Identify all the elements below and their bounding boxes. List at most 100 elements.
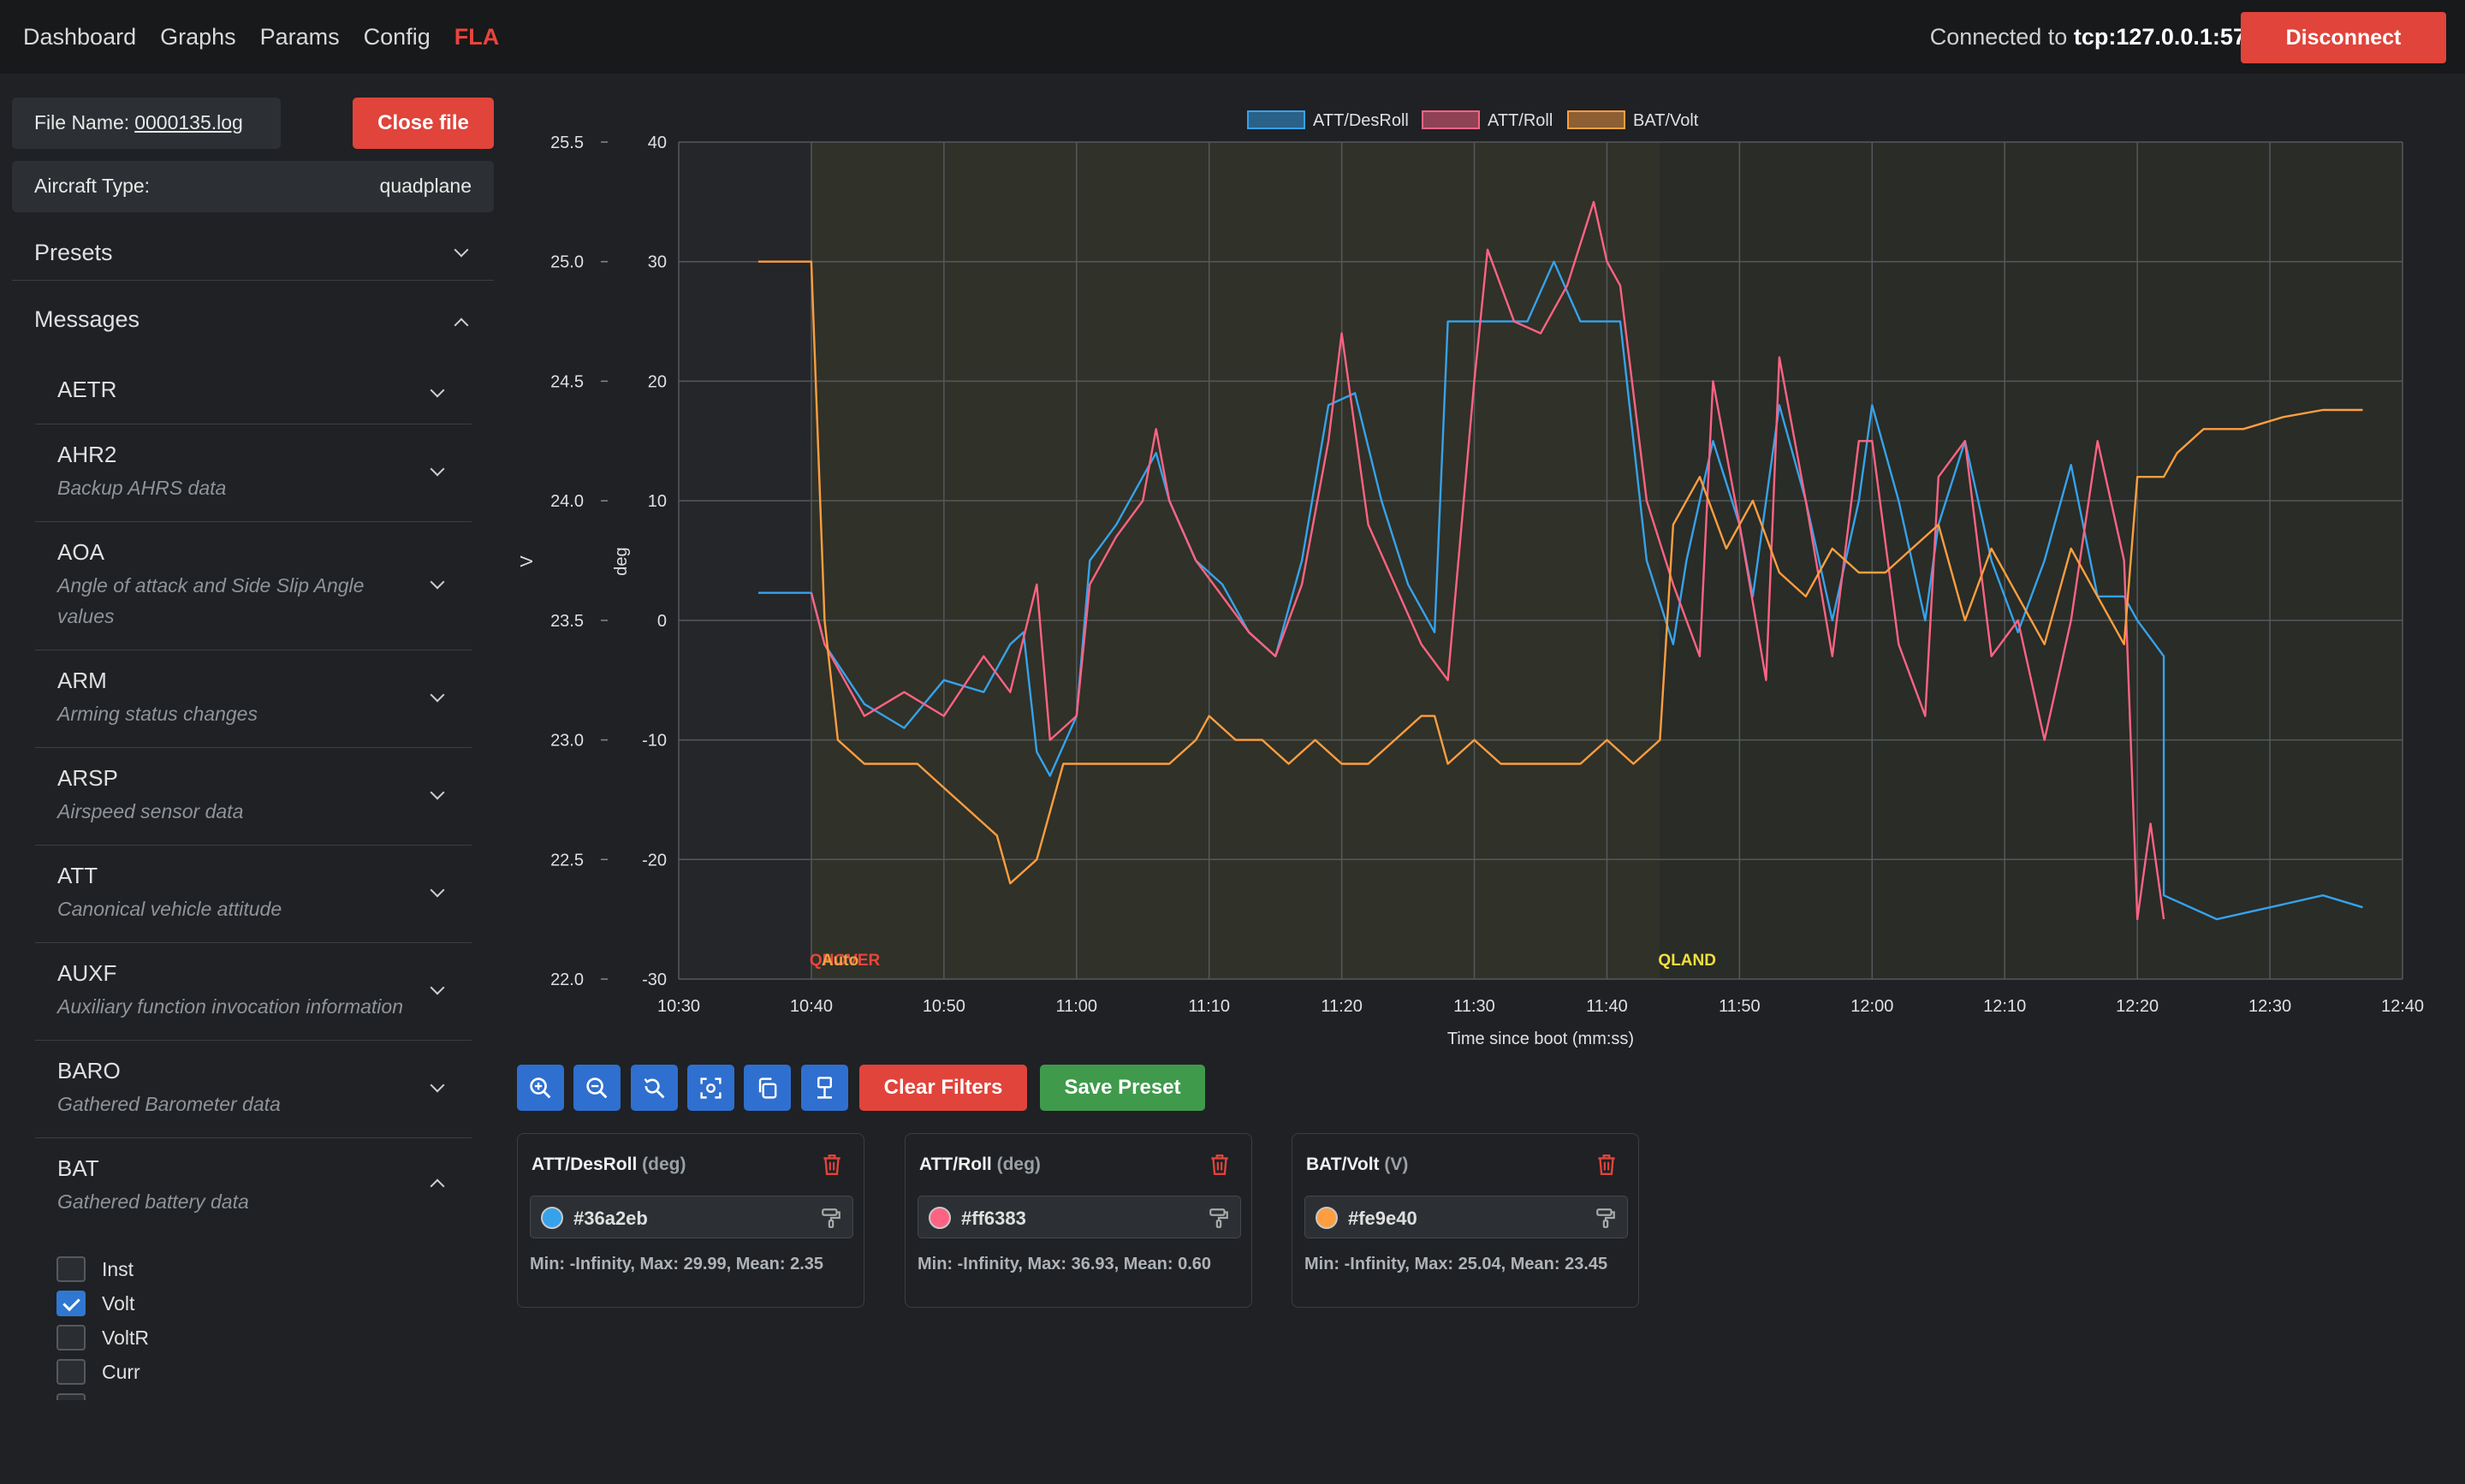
message-item-auxf[interactable]: AUXF Auxiliary function invocation infor… [35,943,472,1041]
trash-icon[interactable] [1209,1153,1231,1177]
messages-accordion[interactable]: Messages [12,293,494,349]
message-item-arsp[interactable]: ARSP Airspeed sensor data [35,748,472,846]
message-description: Angle of attack and Side Slip Angle valu… [57,574,365,627]
chevron-down-icon [430,574,445,590]
aircraft-type-box: Aircraft Type: quadplane [12,161,494,212]
message-name: AOA [57,539,104,565]
checkbox-voltr[interactable] [56,1325,86,1350]
x-tick-label: 12:30 [2248,997,2291,1016]
paint-roller-icon[interactable] [1208,1207,1230,1229]
y-tick-label-deg: 20 [648,372,667,391]
y-tick-label-v: 24.0 [550,492,584,511]
chevron-down-icon [430,1077,445,1093]
message-description: Canonical vehicle attitude [57,898,282,920]
paint-roller-icon[interactable] [1595,1207,1617,1229]
message-description: Backup AHRS data [57,477,227,499]
trash-icon[interactable] [1595,1153,1618,1177]
nav-graphs[interactable]: Graphs [160,23,236,50]
message-name: AETR [57,377,117,402]
copy-icon [758,1077,777,1099]
x-tick-label: 11:40 [1586,997,1628,1016]
y-tick-label-v: 22.0 [550,971,584,989]
legend-label: BAT/Volt [1633,111,1699,130]
series-name: ATT/DesRoll [532,1155,638,1174]
y-tick-label-v: 23.0 [550,732,584,751]
legend-label: ATT/DesRoll [1313,111,1409,130]
x-tick-label: 11:10 [1188,997,1230,1016]
series-line-att-desroll [758,260,2363,921]
reset-zoom-button[interactable] [631,1065,678,1111]
y-axis-label-v: V [518,555,537,567]
message-item-ahr2[interactable]: AHR2 Backup AHRS data [35,424,472,522]
connection-status: Connected to tcp:127.0.0.1:5760 [1930,24,2272,50]
zoom-in-button[interactable] [517,1065,564,1111]
checkbox-volt[interactable] [56,1291,86,1316]
connection-target: tcp:127.0.0.1:5760 [2073,24,2272,50]
y-axis-label-deg: deg [612,547,631,575]
series-card-desroll: ATT/DesRoll (deg) #36a2eb Min: -Infinity… [517,1133,864,1308]
sidebar: File Name: 0000135.log Close file Aircraf… [0,74,508,1400]
message-item-baro[interactable]: BARO Gathered Barometer data [35,1041,472,1138]
series-card-title: BAT/Volt (V) [1306,1155,1408,1175]
messages-label: Messages [34,306,140,332]
x-tick-label: 11:50 [1719,997,1761,1016]
trash-icon[interactable] [821,1153,843,1177]
copy-button[interactable] [744,1065,791,1111]
nav-dashboard[interactable]: Dashboard [23,23,137,50]
color-picker[interactable]: #36a2eb [530,1196,853,1238]
checkbox-label-voltr: VoltR [102,1327,149,1349]
color-picker[interactable]: #ff6383 [918,1196,1241,1238]
legend-swatch [1567,110,1625,129]
message-item-aetr[interactable]: AETR [35,361,472,424]
zoom-out-button[interactable] [573,1065,621,1111]
checkbox-next[interactable] [56,1393,86,1400]
x-tick-label: 10:50 [923,997,965,1016]
color-picker[interactable]: #fe9e40 [1304,1196,1628,1238]
y-tick-label-v: 23.5 [550,612,584,631]
series-card-roll: ATT/Roll (deg) #ff6383 Min: -Infinity, M… [905,1133,1252,1308]
nav-config[interactable]: Config [363,23,431,50]
series-unit: (V) [1384,1155,1409,1174]
sitemap-button[interactable] [801,1065,848,1111]
paint-roller-icon[interactable] [820,1207,842,1229]
y-tick-label-v: 25.0 [550,253,584,272]
series-card-volt: BAT/Volt (V) #fe9e40 Min: -Infinity, Max… [1292,1133,1639,1308]
screenshot-icon [700,1077,722,1099]
chart-area[interactable]: 10:30 10:40 10:50 11:00 11:10 11:20 11:30 11:40… [514,89,2431,1056]
chevron-down-icon [430,383,445,398]
nav-params[interactable]: Params [259,23,340,50]
disconnect-button[interactable]: Disconnect [2241,12,2446,63]
file-name-link[interactable]: 0000135.log [134,111,243,134]
message-name: ARSP [57,765,118,791]
close-file-button[interactable]: Close file [353,98,494,149]
message-item-att[interactable]: ATT Canonical vehicle attitude [35,846,472,943]
nav-fla[interactable]: FLA [454,23,500,50]
chevron-down-icon [430,785,445,800]
color-swatch [541,1207,563,1229]
clear-filters-button[interactable]: Clear Filters [859,1065,1027,1111]
flight-mode-label: Auto [822,952,858,970]
message-item-arm[interactable]: ARM Arming status changes [35,650,472,748]
save-preset-button[interactable]: Save Preset [1040,1065,1205,1111]
x-tick-label: 11:00 [1055,997,1097,1016]
zoom-in-icon [530,1077,551,1099]
connection-prefix: Connected to [1929,24,2068,50]
presets-accordion[interactable]: Presets [12,226,494,281]
y-tick-label-deg: 0 [657,612,667,631]
checkbox-inst[interactable] [56,1256,86,1282]
series-card-title: ATT/Roll (deg) [919,1155,1041,1175]
checkbox-curr[interactable] [56,1359,86,1385]
y-tick-label-deg: -20 [642,851,667,870]
x-tick-label: 10:30 [657,997,700,1016]
line-chart[interactable]: 10:30 10:40 10:50 11:00 11:10 11:20 11:30 11:40… [514,89,2431,1056]
checkbox-label-inst: Inst [102,1258,134,1280]
series-stats: Min: -Infinity, Max: 25.04, Mean: 23.45 [1304,1255,1608,1273]
series-stats: Min: -Infinity, Max: 29.99, Mean: 2.35 [530,1255,824,1273]
message-item-bat[interactable]: BAT Gathered battery data [35,1138,472,1224]
series-line-att-roll [810,200,2165,921]
file-name-label: File Name: [34,111,130,134]
series-unit: (deg) [996,1155,1041,1174]
message-item-aoa[interactable]: AOA Angle of attack and Side Slip Angle … [35,522,472,650]
legend-swatch [1247,110,1305,129]
screenshot-button[interactable] [687,1065,734,1111]
